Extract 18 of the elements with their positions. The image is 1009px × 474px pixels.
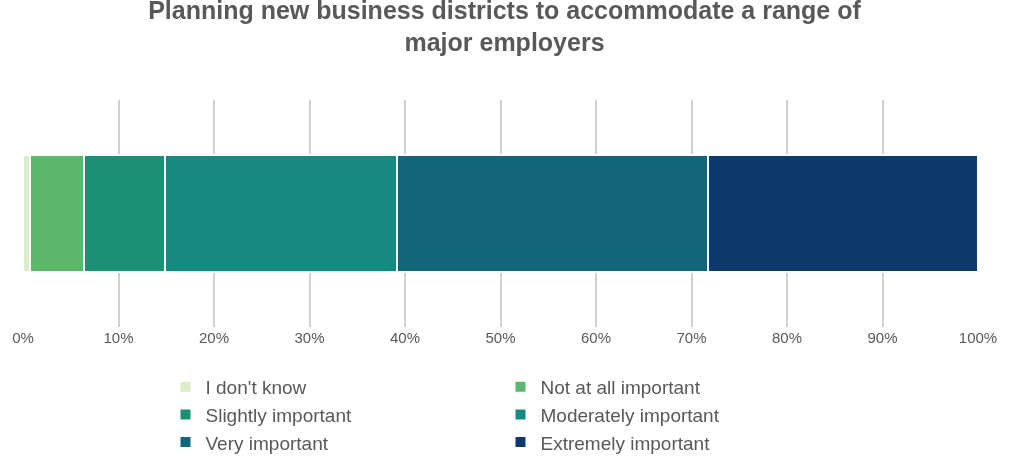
- legend-label: I don't know: [205, 377, 307, 399]
- x-tick-label: 100%: [958, 329, 998, 346]
- x-tick-label: 10%: [103, 329, 134, 346]
- x-tick-label: 0%: [12, 329, 34, 346]
- x-tick-label: 60%: [580, 329, 612, 346]
- chart-title: Planning new business districts to accommodate a range of major employers: [148, 0, 862, 57]
- x-tick-label: 80%: [771, 329, 803, 346]
- legend-label: Slightly important: [205, 404, 352, 426]
- x-tick-label: 90%: [867, 329, 898, 346]
- x-tick-label: 20%: [198, 329, 230, 346]
- legend-label: Very important: [205, 432, 329, 454]
- x-tick-label: 30%: [294, 329, 325, 346]
- legend-label: Extremely important: [540, 432, 711, 454]
- x-tick-label: 40%: [389, 329, 421, 346]
- legend-label: Not at all important: [540, 377, 701, 399]
- x-tick-label: 50%: [485, 329, 516, 346]
- legend-label: Moderately important: [540, 404, 720, 426]
- x-tick-label: 70%: [676, 329, 707, 346]
